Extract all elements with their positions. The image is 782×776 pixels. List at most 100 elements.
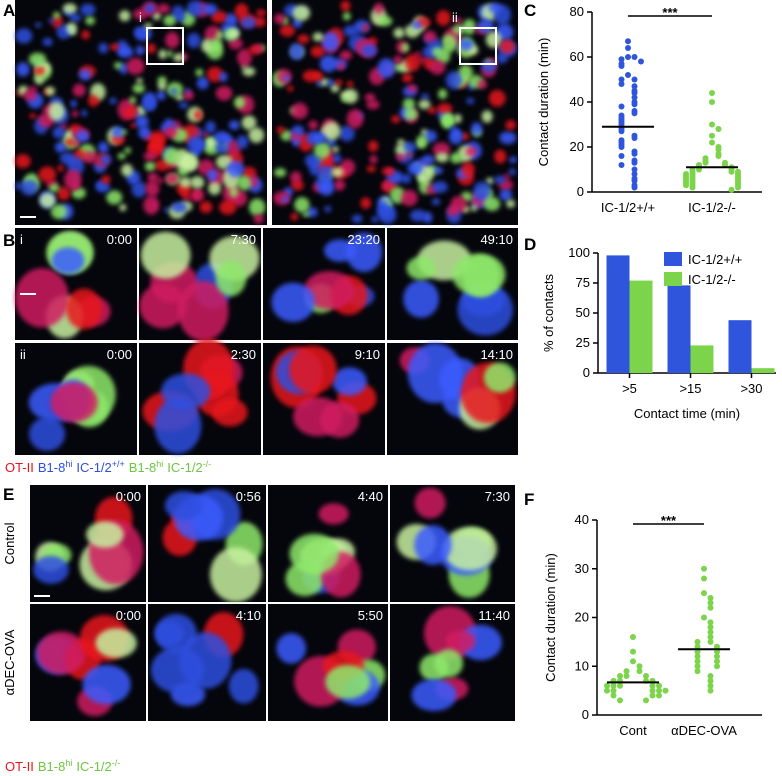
- cell: [276, 633, 307, 664]
- y-axis-label: % of contacts: [541, 273, 556, 352]
- panel-label: C: [524, 1, 536, 20]
- y-tick-label: 10: [575, 658, 589, 673]
- cells: [285, 503, 361, 598]
- cell: [150, 647, 204, 694]
- data-point: [631, 184, 638, 191]
- cell: [165, 173, 179, 185]
- cell: [253, 16, 266, 28]
- y-tick-label: 40: [575, 512, 589, 527]
- row-label: αDEC-OVA: [2, 629, 17, 695]
- cell: [156, 90, 166, 101]
- cell: [206, 169, 218, 181]
- cell: [330, 83, 340, 93]
- cell: [48, 102, 65, 121]
- cell: [75, 130, 90, 143]
- cell: [371, 216, 379, 223]
- cell: [202, 3, 218, 15]
- cell: [54, 141, 67, 153]
- cell: [488, 2, 502, 13]
- data-point: [709, 139, 715, 146]
- cell: [403, 280, 439, 318]
- timestamp: 4:10: [236, 608, 261, 623]
- timestamp: 0:00: [116, 489, 141, 504]
- cell: [427, 106, 437, 114]
- cell: [407, 84, 418, 93]
- cell: [318, 503, 349, 525]
- cell: [131, 181, 147, 198]
- cell: [322, 31, 340, 52]
- cell: [315, 80, 323, 87]
- cell: [190, 176, 205, 189]
- legend-part: +/+: [112, 459, 125, 469]
- cell: [199, 201, 213, 214]
- cell: [241, 115, 257, 130]
- cell: [119, 203, 127, 212]
- cells: [396, 487, 497, 598]
- y-tick-label: 25: [576, 335, 590, 350]
- cell: [194, 110, 203, 121]
- cell: [144, 3, 156, 14]
- x-axis-label: Contact time (min): [634, 406, 740, 421]
- data-point: [618, 103, 625, 110]
- data-point: [625, 45, 631, 51]
- cell: [433, 166, 443, 175]
- cell: [465, 147, 477, 157]
- cell: [85, 16, 96, 25]
- cell: [50, 204, 68, 220]
- y-tick-label: 0: [577, 184, 584, 199]
- data-point: [715, 146, 722, 153]
- cell: [276, 126, 285, 134]
- data-point: [618, 162, 625, 168]
- data-point: [707, 682, 714, 689]
- cell: [481, 110, 493, 123]
- cell: [485, 177, 494, 185]
- cell: [15, 154, 31, 169]
- cell: [333, 179, 346, 191]
- timestamp: 49:10: [480, 232, 513, 247]
- data-point: [636, 668, 643, 675]
- cell: [462, 255, 500, 298]
- cell: [80, 109, 88, 117]
- cell: [65, 288, 103, 330]
- cell: [393, 55, 403, 65]
- cell: [494, 149, 507, 164]
- cell: [219, 72, 228, 82]
- cell: [340, 0, 351, 12]
- cell: [134, 27, 145, 36]
- data-point: [643, 697, 649, 704]
- timestamp: 23:20: [347, 232, 380, 247]
- cell: [361, 44, 378, 57]
- cell: [186, 0, 204, 17]
- cell: [470, 204, 478, 212]
- cell: [171, 201, 187, 213]
- microscopy-images: [15, 0, 518, 721]
- cell: [407, 343, 463, 404]
- cell: [173, 53, 184, 62]
- color-legend: OT-II B1-8hi IC-1/2-/-: [5, 758, 120, 774]
- cells: [142, 339, 248, 454]
- cell: [292, 138, 300, 147]
- cell: [366, 165, 376, 173]
- cell: [68, 28, 77, 36]
- cell: [71, 187, 86, 199]
- cell: [154, 397, 202, 454]
- cell: [414, 487, 446, 519]
- data-point: [707, 677, 714, 684]
- legend-part: hi: [156, 459, 163, 469]
- cell: [117, 46, 134, 58]
- cell: [341, 97, 348, 102]
- data-point: [707, 619, 714, 626]
- data-point: [709, 132, 715, 139]
- cells: [403, 240, 514, 336]
- cell: [331, 367, 367, 396]
- cell: [414, 525, 452, 565]
- cell: [72, 140, 80, 147]
- x-tick-label: IC-1/2-/-: [688, 200, 736, 215]
- panel-label: D: [524, 235, 536, 254]
- timestamp: 9:10: [355, 347, 380, 362]
- cell: [499, 189, 513, 201]
- cell: [318, 181, 335, 196]
- data-point: [631, 177, 638, 184]
- y-tick-label: 80: [570, 4, 584, 19]
- cell: [423, 30, 437, 43]
